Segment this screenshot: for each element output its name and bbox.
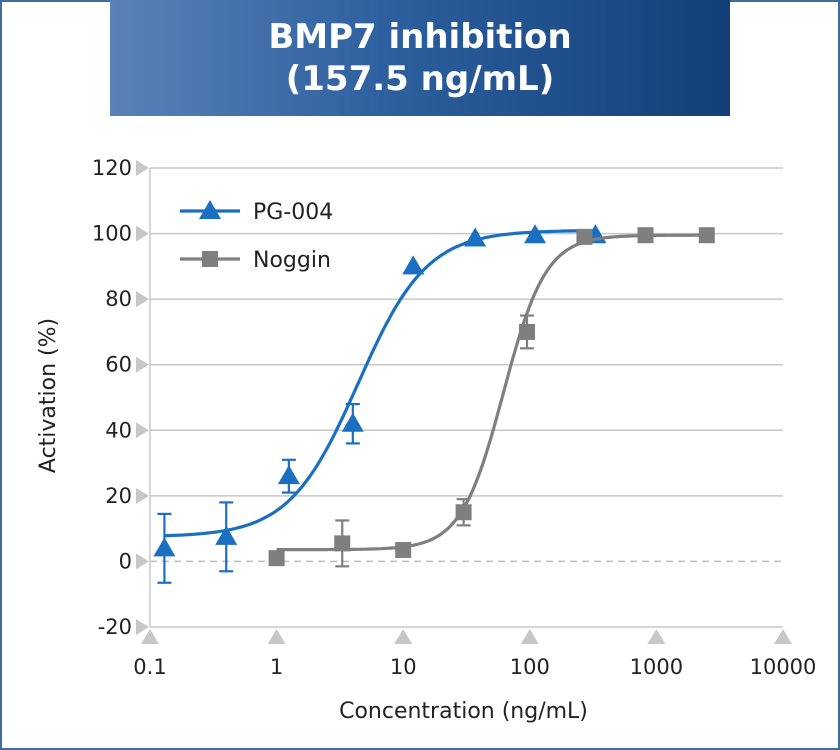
- noggin-fit-curve: [276, 233, 707, 552]
- pg-004-point: [341, 412, 364, 432]
- x-tick-marker: [141, 629, 159, 644]
- x-tick-label: 1: [270, 655, 283, 679]
- pg-004-point: [464, 227, 487, 247]
- legend-pg-004-label: PG-004: [253, 200, 333, 225]
- legend: PG-004 Noggin: [180, 200, 333, 273]
- y-tick-marker: [136, 619, 149, 635]
- x-tick-label: 1000: [630, 655, 683, 679]
- y-tick-marker: [136, 291, 149, 308]
- x-tick-label: 10000: [750, 655, 817, 679]
- x-tick-label: 100: [510, 655, 550, 679]
- chart-title-line-1: BMP7 inhibition: [268, 17, 572, 57]
- title-banner: BMP7 inhibition (157.5 ng/mL): [110, 0, 730, 116]
- noggin-point: [395, 541, 412, 558]
- y-tick-marker: [136, 553, 149, 570]
- y-tick-marker: [136, 225, 149, 242]
- y-tick-marker: [136, 487, 149, 504]
- pg-004-fit-curve: [164, 229, 596, 538]
- pg-004-point: [153, 537, 176, 557]
- y-tick-marker: [136, 356, 149, 373]
- y-tick-label: 40: [105, 418, 132, 442]
- y-tick-marker: [136, 422, 149, 439]
- series-layer: [153, 224, 715, 584]
- y-axis: -20 0 20 40 60 80 100 120: [92, 156, 149, 639]
- x-tick-label: 10: [390, 655, 417, 679]
- chart-title-line-2: (157.5 ng/mL): [285, 59, 555, 99]
- legend-pg-004-marker: [199, 200, 221, 219]
- noggin-point: [698, 227, 715, 244]
- x-tick-marker: [520, 629, 539, 644]
- noggin-point: [334, 535, 351, 552]
- pg-004-point: [524, 224, 547, 244]
- x-tick-marker: [394, 629, 413, 644]
- pg-004-point: [402, 255, 425, 275]
- y-tick-label: 80: [105, 287, 132, 311]
- x-axis-title: Concentration (ng/mL): [339, 699, 588, 724]
- legend-noggin-marker: [202, 251, 218, 267]
- pg-004-point: [277, 465, 300, 485]
- noggin-point: [455, 504, 472, 521]
- noggin-point: [576, 228, 593, 245]
- noggin-point: [268, 550, 285, 567]
- y-axis-title: Activation (%): [36, 318, 61, 473]
- noggin-point: [518, 323, 535, 340]
- y-tick-label: 0: [119, 549, 132, 573]
- x-axis: 0.1 1 10 100 1000 10000: [133, 629, 816, 679]
- y-tick-marker: [136, 160, 149, 176]
- y-tick-label: 60: [105, 353, 132, 377]
- y-tick-label: 120: [92, 156, 132, 180]
- x-tick-marker: [774, 629, 792, 644]
- y-tick-label: -20: [98, 615, 132, 639]
- x-tick-label: 0.1: [133, 655, 166, 679]
- y-tick-label: 100: [92, 222, 132, 246]
- x-tick-marker: [267, 629, 286, 644]
- y-tick-label: 20: [105, 484, 132, 508]
- legend-noggin-label: Noggin: [253, 248, 331, 273]
- x-tick-marker: [647, 629, 666, 644]
- pg-004-point: [215, 525, 238, 545]
- noggin-point: [637, 227, 654, 244]
- grid-lines: [149, 167, 783, 628]
